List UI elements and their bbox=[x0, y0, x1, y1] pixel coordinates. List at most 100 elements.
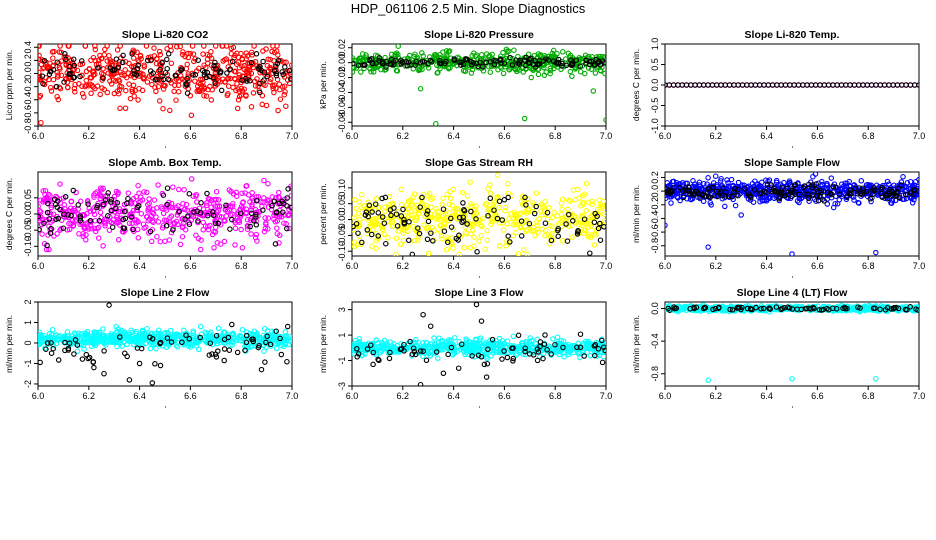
data-point bbox=[795, 82, 802, 88]
data-point bbox=[592, 70, 599, 76]
data-point bbox=[203, 74, 209, 81]
data-point bbox=[48, 225, 54, 232]
data-point bbox=[248, 343, 255, 350]
data-point bbox=[253, 198, 260, 204]
data-point bbox=[100, 66, 106, 72]
data-point bbox=[101, 340, 107, 347]
data-point bbox=[597, 220, 603, 227]
data-point bbox=[227, 75, 233, 82]
data-point bbox=[158, 204, 164, 210]
data-point bbox=[398, 346, 405, 352]
data-point bbox=[722, 203, 728, 210]
outlier-point bbox=[101, 370, 107, 377]
data-point bbox=[450, 186, 456, 193]
x-tick-label: 6.0 bbox=[32, 131, 45, 141]
data-point bbox=[829, 191, 835, 198]
data-point bbox=[379, 60, 386, 67]
data-point bbox=[74, 342, 81, 348]
data-point bbox=[115, 219, 122, 226]
data-point bbox=[186, 336, 193, 342]
data-point bbox=[201, 92, 207, 99]
data-point bbox=[750, 199, 757, 205]
data-point bbox=[879, 184, 886, 191]
data-point bbox=[499, 217, 505, 223]
data-point bbox=[774, 82, 780, 88]
data-point bbox=[157, 66, 163, 73]
x-tick-label: 6.8 bbox=[235, 261, 248, 271]
data-point bbox=[470, 346, 476, 353]
data-point bbox=[460, 218, 467, 224]
data-point bbox=[860, 185, 866, 192]
data-point bbox=[286, 211, 292, 218]
data-point bbox=[534, 222, 540, 228]
data-point bbox=[94, 83, 101, 89]
data-point bbox=[782, 82, 789, 88]
y-tick-label: 0.00 bbox=[23, 205, 33, 223]
data-point bbox=[570, 218, 576, 224]
data-point bbox=[167, 107, 173, 114]
data-point bbox=[429, 224, 435, 231]
data-point bbox=[247, 223, 253, 230]
data-point bbox=[771, 187, 778, 194]
data-point bbox=[577, 63, 583, 69]
data-point bbox=[554, 334, 561, 341]
data-point bbox=[566, 211, 572, 218]
data-point bbox=[499, 356, 505, 362]
x-tick-label: 6.2 bbox=[710, 131, 723, 141]
data-point bbox=[71, 62, 78, 69]
data-point bbox=[382, 194, 389, 201]
data-point bbox=[243, 332, 250, 339]
data-point bbox=[558, 219, 564, 226]
data-point bbox=[718, 82, 724, 88]
data-point bbox=[497, 56, 504, 63]
data-point bbox=[823, 185, 829, 191]
data-point bbox=[512, 211, 519, 218]
data-point bbox=[491, 61, 498, 68]
data-point bbox=[149, 336, 156, 342]
data-point bbox=[273, 72, 280, 79]
data-point bbox=[262, 215, 268, 221]
y-tick-label: -1.0 bbox=[650, 118, 660, 134]
data-point bbox=[903, 184, 910, 190]
data-point bbox=[769, 82, 776, 88]
y-tick-label: -0.05 bbox=[337, 225, 347, 246]
data-point bbox=[130, 226, 137, 233]
data-point bbox=[484, 360, 491, 367]
data-point bbox=[160, 192, 167, 198]
data-point bbox=[587, 250, 593, 256]
data-points bbox=[665, 82, 919, 88]
y-tick-label: 0.0 bbox=[23, 67, 33, 80]
data-point bbox=[223, 213, 230, 219]
data-point bbox=[726, 185, 732, 191]
data-point bbox=[855, 190, 861, 197]
data-point bbox=[276, 232, 283, 239]
data-point bbox=[548, 237, 555, 244]
data-point bbox=[395, 44, 401, 49]
data-point bbox=[134, 204, 141, 211]
data-point bbox=[57, 181, 63, 187]
data-point bbox=[71, 74, 78, 81]
data-point bbox=[48, 350, 55, 356]
data-point bbox=[846, 178, 852, 185]
y-axis-label: degrees C per min. bbox=[4, 178, 14, 250]
x-tick-label: 7.0 bbox=[286, 391, 299, 401]
data-point bbox=[559, 196, 566, 203]
data-point bbox=[383, 240, 389, 247]
data-point bbox=[373, 337, 379, 344]
data-point bbox=[489, 215, 495, 221]
y-tick-label: 2 bbox=[23, 299, 33, 304]
x-tick-label: 6.0 bbox=[659, 131, 672, 141]
data-point bbox=[148, 238, 155, 245]
data-point bbox=[243, 50, 250, 56]
data-point bbox=[149, 209, 156, 215]
data-point bbox=[113, 205, 119, 212]
data-point bbox=[440, 195, 446, 202]
data-point bbox=[452, 335, 458, 341]
data-point bbox=[152, 84, 158, 90]
data-point bbox=[476, 238, 482, 244]
data-point bbox=[66, 226, 73, 233]
data-point bbox=[907, 82, 914, 88]
data-point bbox=[239, 77, 245, 83]
data-point bbox=[200, 51, 206, 57]
